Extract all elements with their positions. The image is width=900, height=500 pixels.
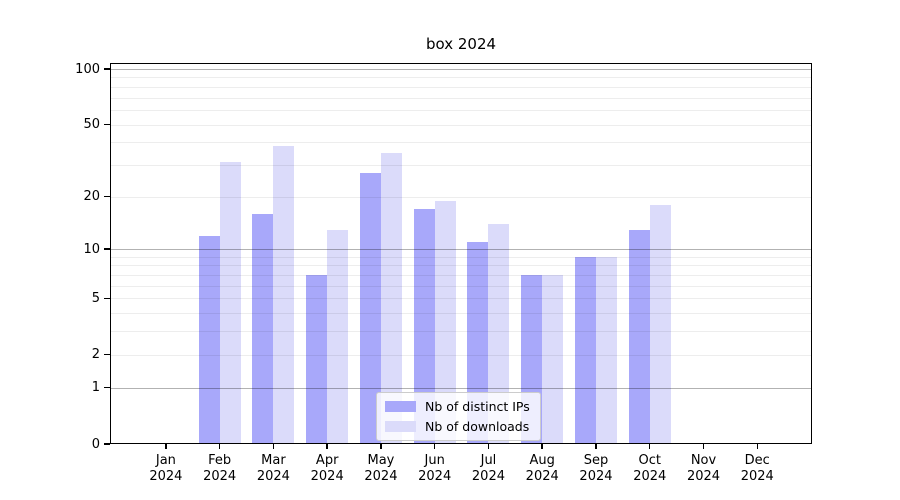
gridline xyxy=(110,387,812,389)
y-tick-mark xyxy=(104,443,110,445)
y-tick-mark xyxy=(104,248,110,250)
bar-distinct-ips xyxy=(198,235,220,444)
gridline xyxy=(110,142,812,144)
x-tick-mark xyxy=(433,444,436,449)
y-tick-mark xyxy=(104,68,110,70)
plot-area: 0 1 2 5 10 20 50 100 Jan 2024 Feb 2024 Mar 2024 Apr 20… xyxy=(75,63,812,484)
gridline xyxy=(110,77,812,79)
gridline xyxy=(110,313,812,315)
bar-downloads xyxy=(219,162,241,444)
gridline xyxy=(110,97,812,99)
y-tick-label: 10 xyxy=(83,241,100,257)
gridline xyxy=(110,249,812,251)
gridline xyxy=(110,109,812,111)
x-tick-mark xyxy=(702,444,705,449)
x-tick-mark xyxy=(326,444,328,449)
x-tick-mark xyxy=(756,444,758,449)
bar-distinct-ips xyxy=(252,213,274,444)
x-tick-label: May 2024 xyxy=(364,453,398,484)
legend-label-distinct-ips: Nb of distinct IPs xyxy=(425,399,530,414)
x-tick-mark xyxy=(272,444,275,449)
bar-downloads xyxy=(488,223,510,444)
x-tick-label: Aug 2024 xyxy=(525,453,559,484)
x-tick-label: Sep 2024 xyxy=(579,453,613,484)
bar-distinct-ips xyxy=(574,256,596,444)
bar-downloads xyxy=(595,256,617,444)
legend-swatch-downloads xyxy=(385,421,416,432)
y-tick-label: 5 xyxy=(91,290,100,306)
legend-item-downloads: Nb of downloads xyxy=(385,419,530,434)
x-tick-mark xyxy=(487,444,490,449)
legend-label-downloads: Nb of downloads xyxy=(425,419,530,434)
bar-distinct-ips xyxy=(628,229,650,444)
y-tick-label: 50 xyxy=(83,117,100,133)
x-tick-mark xyxy=(595,444,597,449)
y-tick-mark xyxy=(104,195,110,198)
bar-downloads xyxy=(649,204,671,444)
y-tick-mark xyxy=(104,353,110,356)
gridline xyxy=(110,298,812,300)
y-tick-mark xyxy=(104,386,110,389)
gridline xyxy=(110,256,812,258)
y-tick-label: 1 xyxy=(91,380,100,396)
x-tick-mark xyxy=(380,444,382,449)
y-tick-label: 0 xyxy=(91,436,100,452)
bar-downloads xyxy=(434,200,456,444)
gridline xyxy=(110,124,812,126)
x-tick-label: Dec 2024 xyxy=(740,453,774,484)
x-tick-mark xyxy=(541,444,543,449)
x-tick-label: Oct 2024 xyxy=(633,453,667,484)
y-tick-mark xyxy=(104,297,110,300)
bar-distinct-ips xyxy=(306,275,328,444)
bar-distinct-ips xyxy=(413,209,435,444)
x-tick-label: Feb 2024 xyxy=(203,453,237,484)
bar-downloads xyxy=(542,275,564,444)
gridline xyxy=(110,69,812,70)
y-tick-mark xyxy=(104,123,110,126)
y-tick-label: 2 xyxy=(91,347,100,363)
x-tick-mark xyxy=(648,444,651,449)
bar-downloads xyxy=(380,152,402,444)
x-tick-label: Nov 2024 xyxy=(686,453,721,484)
x-tick-mark xyxy=(165,444,167,449)
legend-item-distinct-ips: Nb of distinct IPs xyxy=(385,399,530,414)
gridline xyxy=(110,331,812,333)
gridline xyxy=(110,265,812,267)
x-tick-label: Jul 2024 xyxy=(471,453,505,484)
legend-swatch-distinct-ips xyxy=(385,401,416,412)
bar-distinct-ips xyxy=(359,173,381,444)
gridline xyxy=(110,196,812,198)
gridline xyxy=(110,354,812,356)
chart-title: box 2024 xyxy=(425,35,497,53)
x-tick-label: Jun 2024 xyxy=(418,453,452,484)
bar-downloads xyxy=(327,229,349,444)
y-tick-label: 100 xyxy=(75,61,100,77)
gridline xyxy=(110,86,812,88)
gridline xyxy=(110,164,812,166)
x-tick-label: Mar 2024 xyxy=(256,453,290,484)
x-tick-label: Jan 2024 xyxy=(149,453,183,484)
bar-downloads xyxy=(273,146,295,444)
legend: Nb of distinct IPs Nb of downloads xyxy=(376,392,541,441)
gridline xyxy=(110,275,812,277)
y-tick-label: 20 xyxy=(83,189,100,205)
x-tick-mark xyxy=(218,444,221,449)
x-tick-label: Apr 2024 xyxy=(310,453,344,484)
gridline xyxy=(110,285,812,287)
